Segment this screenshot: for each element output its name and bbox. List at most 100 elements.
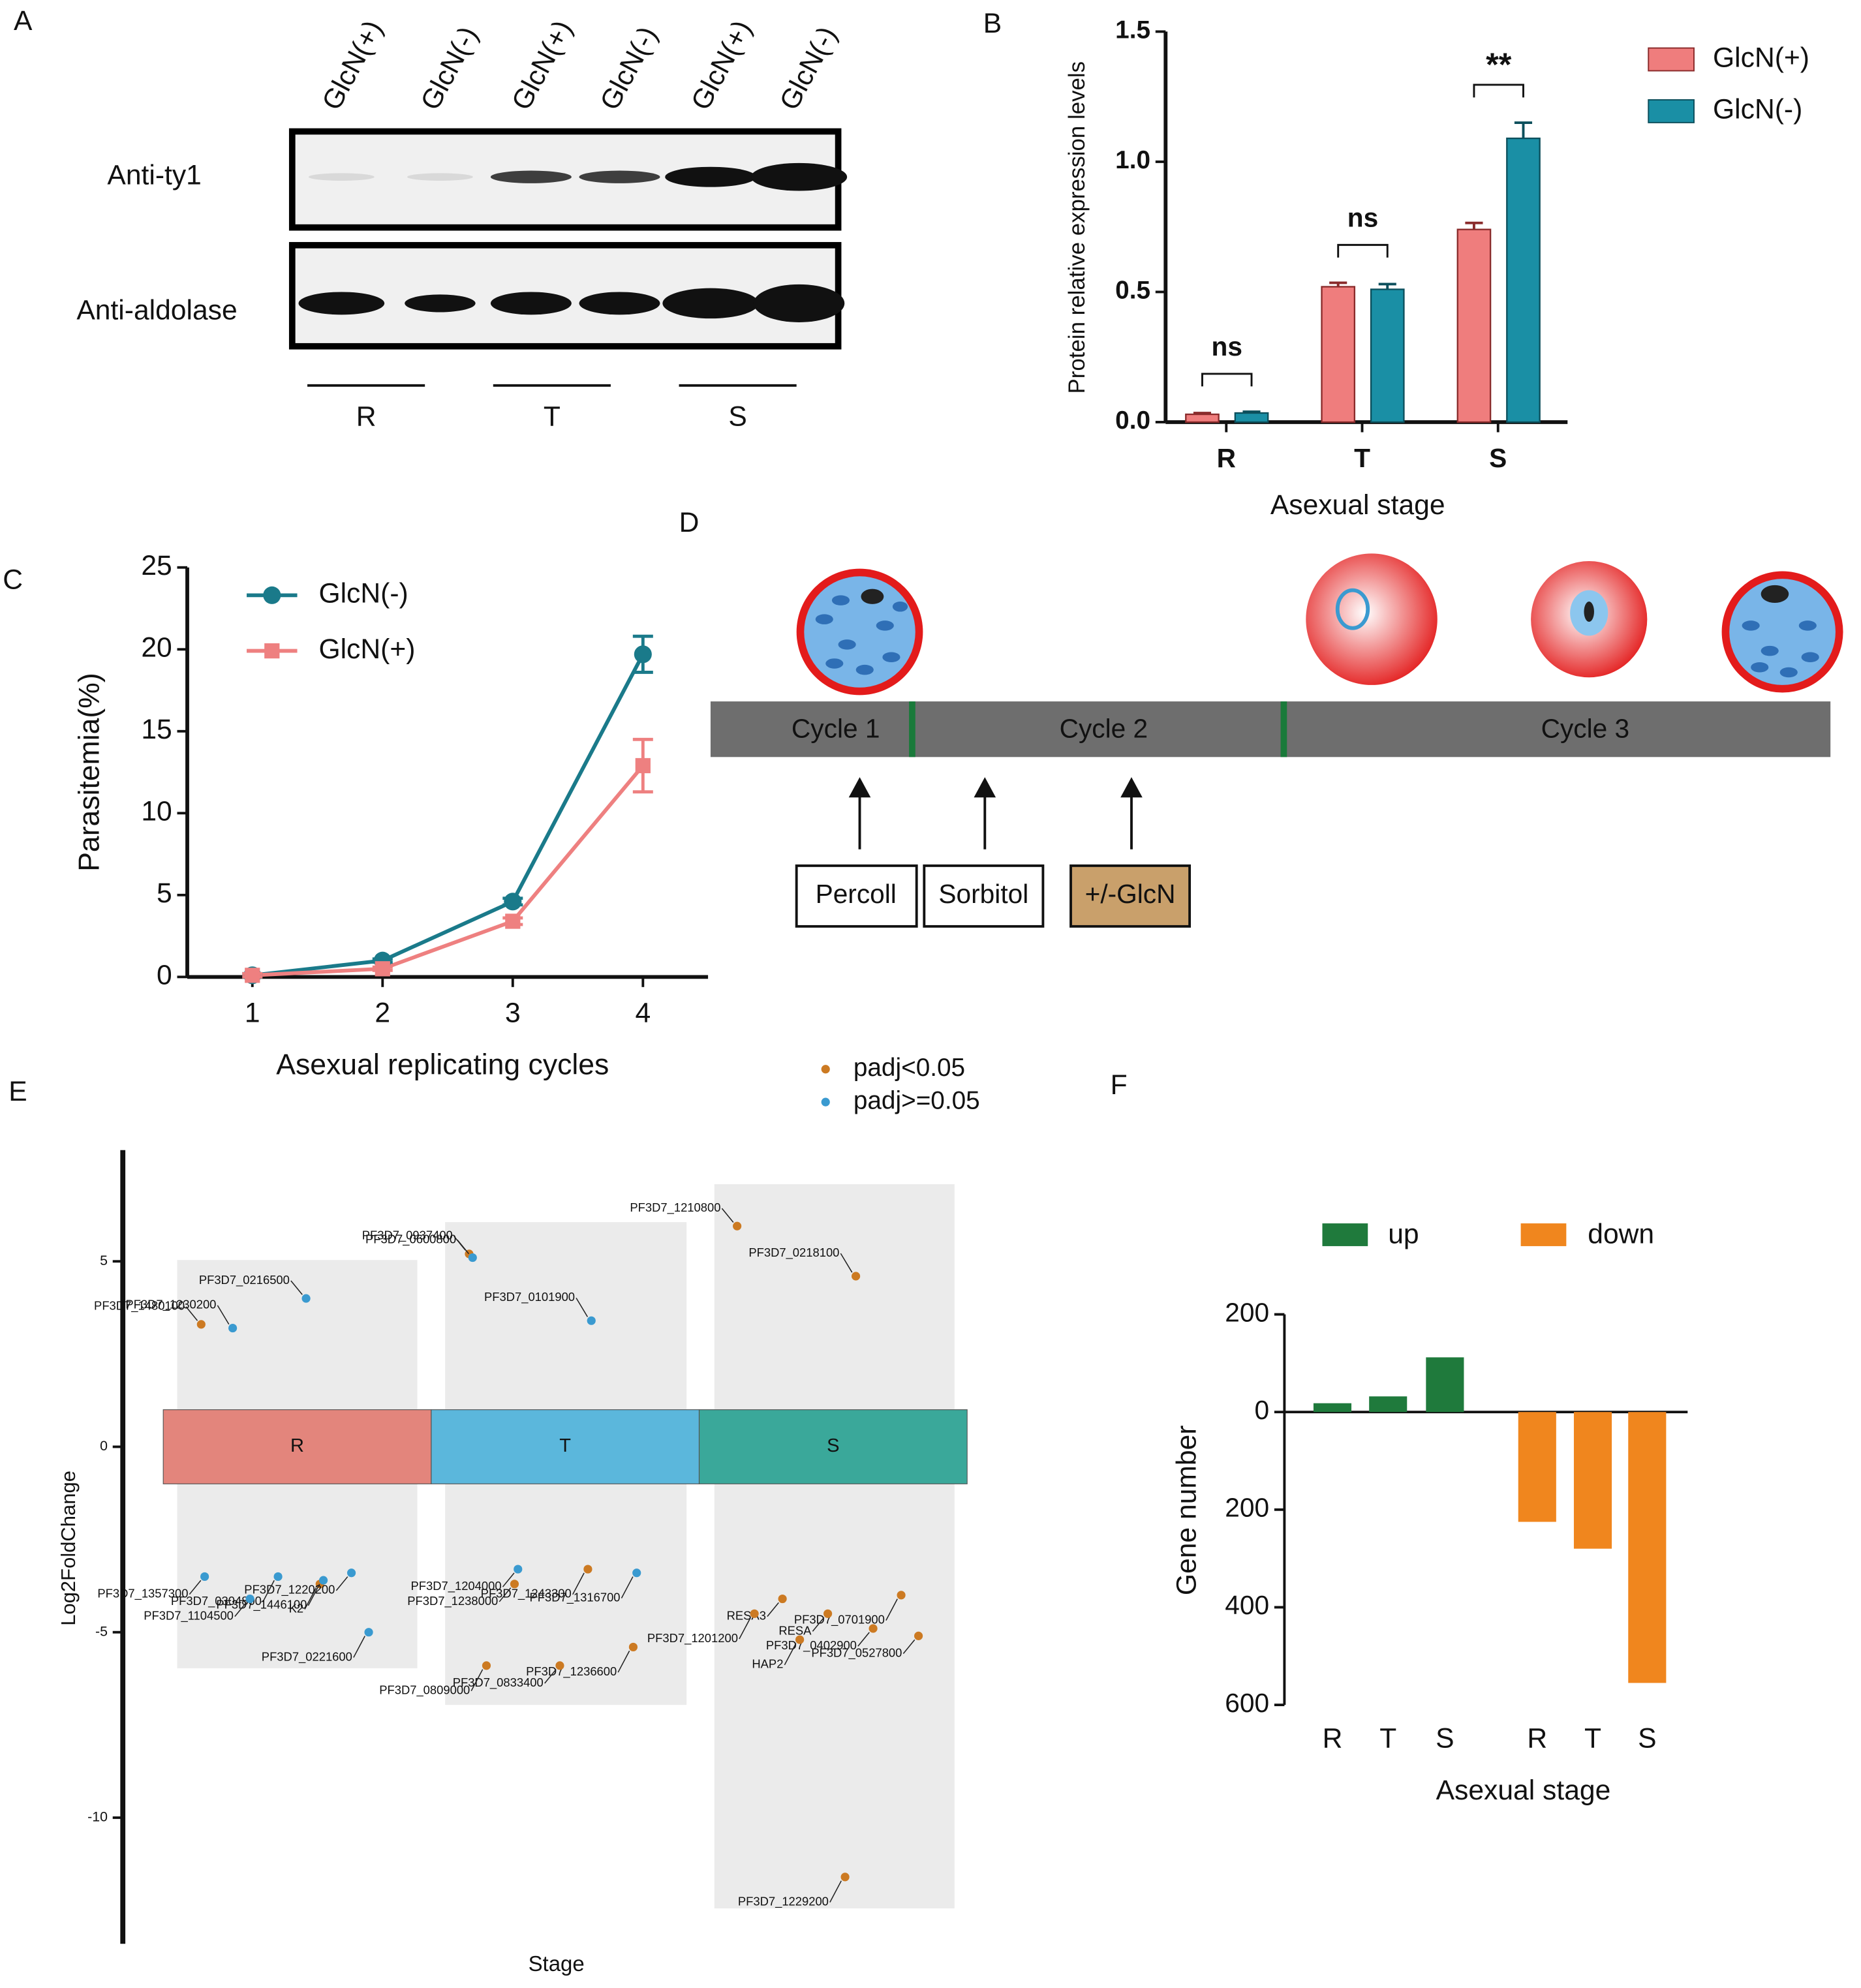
x-tick-label: 2 [375, 998, 390, 1029]
y-tick-label: 0.5 [1115, 277, 1150, 305]
y-tick-label: 10 [141, 796, 172, 827]
point [914, 1631, 923, 1640]
legend-label: down [1588, 1219, 1654, 1250]
y-tick-label: 0 [1255, 1395, 1270, 1425]
label-arrow [304, 1587, 317, 1610]
label-arrow [234, 1602, 247, 1617]
x-tick-label: S [1489, 443, 1507, 473]
lane-label: GlcN(-) [773, 22, 843, 115]
label-arrow [840, 1253, 853, 1273]
cycle-label: Cycle 2 [1060, 713, 1148, 743]
legend-label: up [1388, 1219, 1419, 1250]
point-label: PF3D7_0833400 [453, 1675, 544, 1690]
arrows [848, 777, 1143, 849]
panel-letter: F [1111, 1069, 1128, 1101]
schizont [1721, 571, 1843, 693]
x-tick-label: T [1354, 443, 1370, 473]
band [407, 173, 473, 181]
legend-swatch [1322, 1223, 1368, 1246]
x-axis-label: Asexual replicating cycles [276, 1049, 609, 1081]
step-box [795, 864, 918, 928]
y-tick-label: 400 [1225, 1590, 1269, 1620]
legend-label: padj<0.05 [854, 1054, 965, 1082]
label-arrow [499, 1587, 512, 1602]
point [482, 1661, 491, 1670]
marker [635, 757, 651, 774]
point-label: PF3D7_0701900 [794, 1612, 885, 1627]
y-tick-label: -10 [87, 1809, 108, 1825]
step-label: Percoll [816, 879, 897, 909]
lane-label: GlcN(+) [685, 15, 758, 115]
step-box [1069, 864, 1192, 928]
group-label: R [356, 401, 377, 432]
legend-marker [821, 1065, 830, 1074]
point-label: PF3D7_0600800 [365, 1232, 456, 1246]
bar [1506, 137, 1541, 423]
troph-cell [1531, 561, 1648, 678]
stage-strip [162, 1409, 432, 1484]
label-arrow [857, 1632, 870, 1647]
marker [634, 645, 652, 664]
x-tick-label: S [1638, 1723, 1656, 1754]
y-tick-label: 15 [141, 714, 172, 745]
marker [505, 913, 521, 929]
point [852, 1272, 861, 1281]
point-label: PF3D7_1316700 [529, 1590, 620, 1604]
label-arrow [262, 1580, 275, 1602]
label-arrow [353, 1636, 365, 1658]
band [579, 292, 660, 315]
point [795, 1635, 805, 1644]
stage-area [714, 1184, 955, 1908]
label-arrow [502, 1572, 515, 1587]
marker [375, 961, 390, 977]
label-arrow [544, 1669, 557, 1684]
y-tick-label: 20 [141, 632, 172, 664]
panel-letter: D [679, 507, 700, 538]
band [579, 170, 660, 183]
marker [245, 968, 260, 983]
bar [1321, 286, 1356, 423]
y-tick-label: 200 [1225, 1297, 1269, 1327]
bar [1426, 1357, 1464, 1413]
bar [1518, 1412, 1556, 1522]
x-tick-label: S [1436, 1723, 1454, 1754]
y-tick-label: 1.0 [1115, 146, 1150, 174]
panel-letter: E [8, 1076, 27, 1107]
point [897, 1591, 906, 1600]
label-arrow [335, 1576, 348, 1591]
step-label: Sorbitol [938, 879, 1028, 909]
group-label: T [544, 401, 561, 432]
row-label: Anti-ty1 [107, 159, 201, 191]
point-label: PF3D7_0527800 [811, 1645, 902, 1660]
bar [1573, 1412, 1612, 1549]
point [245, 1594, 254, 1604]
bar [1234, 412, 1269, 423]
y-tick-label: 0 [157, 960, 172, 991]
label-arrow [621, 1576, 634, 1598]
y-tick-label: 600 [1225, 1688, 1269, 1718]
point-label: PF3D7_1236600 [526, 1664, 617, 1679]
x-tick-label: T [1379, 1723, 1396, 1754]
band [753, 284, 845, 322]
point [583, 1565, 592, 1574]
annotation: ns [1212, 331, 1242, 361]
label-arrow [290, 1280, 303, 1295]
point-label: PF3D7_0809000 [379, 1683, 470, 1697]
point-label: RESA3 [727, 1609, 766, 1623]
point-label: PF3D7_0402900 [766, 1638, 857, 1653]
bar [1369, 1396, 1407, 1413]
point [364, 1628, 373, 1637]
label-arrow [470, 1669, 484, 1691]
label-arrow [189, 1580, 202, 1595]
point-label: PF3D7_1480100 [94, 1299, 185, 1313]
label-arrow [617, 1650, 630, 1673]
point [778, 1594, 787, 1604]
annotation: ns [1347, 202, 1378, 232]
y-tick-label: 5 [100, 1253, 108, 1268]
lane-label: GlcN(+) [316, 15, 389, 115]
point-label: RESA [778, 1623, 812, 1637]
point-label: PF3D7_1357300 [97, 1586, 188, 1600]
group-label: S [728, 401, 746, 432]
y-axis-label: Parasitemia(%) [74, 673, 106, 871]
